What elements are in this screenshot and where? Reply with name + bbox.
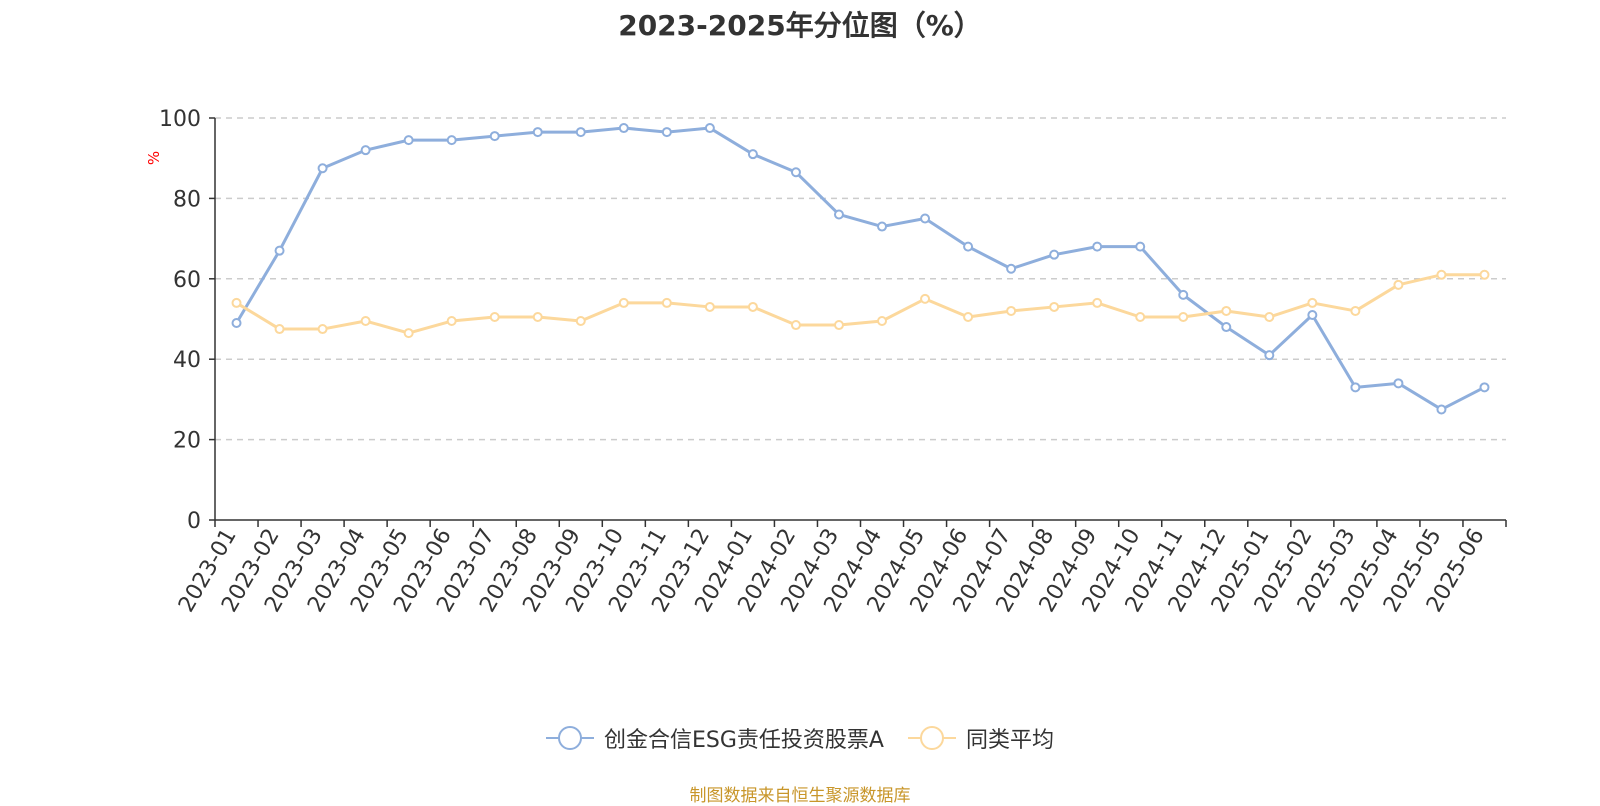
series-line-fund	[235, 126, 1486, 411]
data-point-fund	[317, 163, 328, 174]
data-point-average	[1092, 297, 1103, 308]
data-point-fund	[1350, 382, 1361, 393]
data-point-fund	[489, 131, 500, 142]
data-point-average	[1307, 297, 1318, 308]
data-point-fund	[274, 245, 285, 256]
data-point-average	[1049, 301, 1060, 312]
data-point-fund	[1092, 241, 1103, 252]
data-point-average	[1178, 311, 1189, 322]
legend: 创金合信ESG责任投资股票A 同类平均	[0, 722, 1600, 754]
data-point-average	[274, 324, 285, 335]
y-tick-label: 80	[173, 187, 201, 212]
chart-title: 2023-2025年分位图（%）	[618, 9, 982, 42]
y-axis-label: %	[145, 151, 163, 165]
source-footer: 制图数据来自恒生聚源数据库	[689, 786, 911, 806]
data-point-average	[446, 316, 457, 327]
data-point-fund	[1436, 404, 1447, 415]
data-point-average	[1135, 311, 1146, 322]
data-point-average	[1479, 269, 1490, 280]
data-point-average	[833, 320, 844, 331]
data-point-fund	[920, 213, 931, 224]
data-point-fund	[360, 145, 371, 156]
data-point-average	[877, 316, 888, 327]
y-tick-label: 20	[173, 429, 201, 454]
legend-marker-average	[907, 726, 956, 750]
data-point-fund	[661, 127, 672, 138]
legend-item-average[interactable]: 同类平均	[907, 722, 1054, 754]
data-point-average	[1350, 305, 1361, 316]
data-point-fund	[877, 221, 888, 232]
series	[231, 123, 1490, 415]
data-point-average	[1393, 279, 1404, 290]
data-point-fund	[747, 149, 758, 160]
data-point-average	[747, 301, 758, 312]
data-point-fund	[231, 318, 242, 329]
data-point-fund	[704, 123, 715, 134]
data-point-average	[489, 311, 500, 322]
data-point-fund	[1393, 378, 1404, 389]
legend-label-average: 同类平均	[965, 728, 1054, 753]
data-point-average	[403, 328, 414, 339]
data-point-average	[360, 316, 371, 327]
data-point-fund	[963, 241, 974, 252]
series-line-average	[235, 273, 1486, 335]
data-point-fund	[1178, 289, 1189, 300]
y-tick-label: 100	[159, 107, 201, 132]
data-point-fund	[1264, 350, 1275, 361]
data-point-fund	[1221, 322, 1232, 333]
data-point-average	[618, 297, 629, 308]
data-point-average	[532, 311, 543, 322]
data-point-fund	[1006, 263, 1017, 274]
data-point-average	[790, 320, 801, 331]
data-point-average	[575, 316, 586, 327]
y-tick-label: 0	[187, 509, 201, 534]
data-point-fund	[790, 167, 801, 178]
data-point-average	[661, 297, 672, 308]
axes: 0204060801002023-012023-022023-032023-04…	[159, 107, 1507, 617]
legend-marker-fund	[546, 726, 594, 750]
legend-item-fund[interactable]: 创金合信ESG责任投资股票A	[546, 722, 884, 754]
data-point-average	[704, 301, 715, 312]
data-point-average	[1264, 311, 1275, 322]
data-point-average	[317, 324, 328, 335]
data-point-fund	[833, 209, 844, 220]
y-tick-label: 40	[173, 348, 201, 373]
data-point-fund	[1135, 241, 1146, 252]
data-point-average	[1006, 305, 1017, 316]
data-point-average	[963, 311, 974, 322]
data-point-fund	[1049, 249, 1060, 260]
data-point-fund	[618, 123, 629, 134]
data-point-average	[231, 297, 242, 308]
grid-lines	[215, 117, 1506, 441]
data-point-fund	[403, 135, 414, 146]
legend-label-fund: 创金合信ESG责任投资股票A	[604, 728, 884, 753]
data-point-average	[1221, 305, 1232, 316]
data-point-fund	[1307, 309, 1318, 320]
data-point-fund	[532, 127, 543, 138]
data-point-fund	[575, 127, 586, 138]
data-point-average	[920, 293, 931, 304]
data-point-average	[1436, 269, 1447, 280]
y-tick-label: 60	[173, 268, 201, 293]
data-point-fund	[446, 135, 457, 146]
data-point-fund	[1479, 382, 1490, 393]
